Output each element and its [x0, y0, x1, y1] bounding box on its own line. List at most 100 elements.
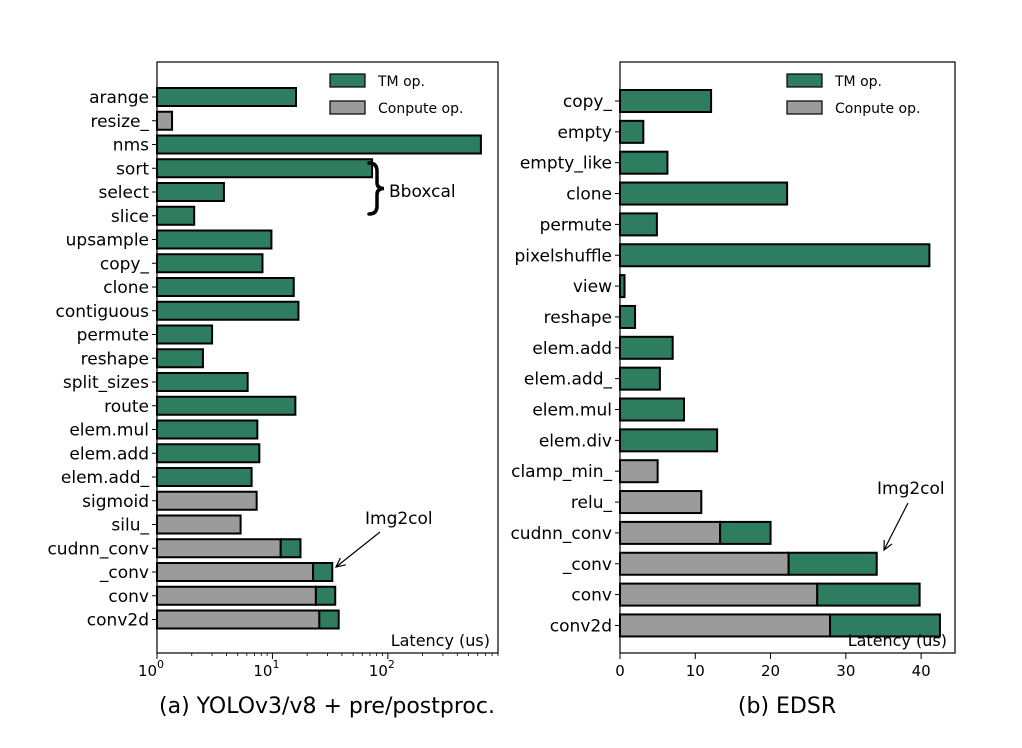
legend-swatch-compute [329, 100, 366, 115]
category-label: elem.mul [69, 421, 149, 441]
bar-tm-route [156, 395, 297, 416]
bar-compute-cudnn_conv [619, 520, 722, 545]
category-label: conv [571, 586, 612, 606]
bar-tm-elem.mul [619, 397, 685, 422]
category-label: reshape [544, 308, 612, 328]
bar-tm-view [619, 274, 626, 299]
category-label: select [98, 183, 149, 203]
category-label: elem.mul [532, 401, 612, 421]
bar-compute-_conv [619, 551, 790, 576]
x-tick-label: 102 [369, 658, 395, 680]
legend-swatch-tm [329, 73, 366, 88]
bar-tm-pixelshuffle [619, 243, 931, 268]
bar-tm-nms [156, 134, 482, 155]
x-tick-label: 10 [686, 662, 705, 680]
bar-compute-_conv [156, 562, 315, 582]
category-label: copy_ [100, 254, 150, 274]
img2col-annotation: Img2col [877, 479, 945, 499]
bar-tm-clone [156, 277, 295, 297]
x-tick-exponent: 0 [157, 658, 164, 671]
legend-swatch-compute [786, 100, 823, 115]
category-label: silu_ [111, 516, 149, 536]
bar-tm-_conv [787, 551, 878, 576]
bar-tm-conv2d [829, 613, 941, 638]
img2col-arrow-line [335, 531, 381, 568]
category-label: permute [540, 215, 612, 235]
category-label: copy_ [563, 92, 613, 112]
category-label: nms [113, 136, 149, 156]
bar-tm-elem.add [156, 443, 261, 464]
bar-compute-sigmoid [156, 490, 258, 511]
category-label: resize_ [90, 112, 149, 132]
x-tick-base: 10 [369, 662, 388, 680]
category-label: split_sizes [63, 373, 149, 393]
bar-tm-reshape [619, 304, 637, 329]
bar-tm-reshape [156, 348, 204, 369]
category-label: conv2d [87, 611, 149, 631]
category-label: upsample [66, 231, 149, 251]
bar-tm-_conv [312, 562, 334, 582]
category-label: elem.add_ [61, 468, 150, 488]
bar-tm-elem.add_ [619, 366, 661, 391]
bar-compute-clamp_min_ [619, 459, 659, 484]
category-label: elem.add [69, 444, 149, 464]
x-axis-label: Latency (us) [848, 631, 947, 650]
bar-compute-relu_ [619, 490, 703, 515]
bar-tm-copy_ [156, 253, 264, 274]
bar-tm-select [156, 182, 225, 202]
bboxcal-brace [367, 161, 385, 216]
bar-tm-conv [314, 585, 337, 606]
img2col-arrow-line [883, 502, 909, 551]
category-label: elem.add [532, 339, 612, 359]
bar-tm-cudnn_conv [279, 538, 302, 559]
bboxcal-annotation: Bboxcal [389, 182, 456, 202]
category-label: view [573, 277, 612, 297]
category-label: conv2d [550, 616, 612, 636]
category-label: elem.div [539, 431, 612, 451]
category-label: empty_like [520, 154, 612, 174]
x-tick-exponent: 1 [272, 658, 279, 671]
bar-tm-elem.add [619, 335, 674, 360]
img2col-arrow-head [334, 557, 346, 568]
category-label: _conv [99, 563, 149, 583]
x-tick-label: 0 [615, 662, 625, 680]
legend-label-tm: TM op. [377, 74, 425, 90]
panel-caption: (a) YOLOv3/v8 + pre/postproc. [159, 694, 495, 719]
x-axis-label: Latency (us) [391, 631, 490, 650]
category-label: clone [566, 185, 612, 205]
bar-tm-elem.div [619, 428, 719, 453]
bar-tm-upsample [156, 229, 273, 250]
x-tick-label: 101 [253, 658, 279, 680]
img2col-annotation: Img2col [365, 509, 433, 529]
bar-tm-contiguous [156, 300, 300, 321]
category-label: empty [557, 123, 612, 143]
bar-tm-copy_ [619, 89, 713, 113]
category-label: route [104, 397, 149, 417]
category-label: relu_ [571, 493, 613, 513]
x-tick-base: 10 [138, 662, 157, 680]
bar-compute-conv [156, 585, 317, 606]
x-tick-label: 30 [836, 662, 855, 680]
legend-label-tm: TM op. [834, 74, 882, 90]
bar-compute-conv2d [156, 609, 321, 630]
bar-compute-silu_ [156, 514, 242, 535]
category-label: clamp_min_ [511, 462, 612, 482]
bar-tm-empty [619, 119, 645, 144]
category-label: conv [108, 587, 149, 607]
bar-tm-cudnn_conv [719, 520, 772, 545]
bar-tm-slice [156, 205, 196, 226]
category-label: elem.add_ [524, 370, 613, 390]
category-label: contiguous [55, 302, 149, 322]
x-tick-exponent: 2 [388, 658, 395, 671]
bar-compute-conv [619, 582, 819, 607]
legend-label-compute: Conpute op. [835, 101, 920, 117]
bar-tm-permute [619, 212, 658, 237]
category-label: reshape [81, 349, 149, 369]
bar-compute-conv2d [619, 613, 832, 638]
bar-tm-elem.add_ [156, 467, 253, 487]
category-label: arange [89, 88, 149, 108]
bar-tm-conv2d [318, 609, 340, 630]
bar-compute-resize_ [156, 110, 174, 131]
category-label: sigmoid [82, 492, 149, 512]
